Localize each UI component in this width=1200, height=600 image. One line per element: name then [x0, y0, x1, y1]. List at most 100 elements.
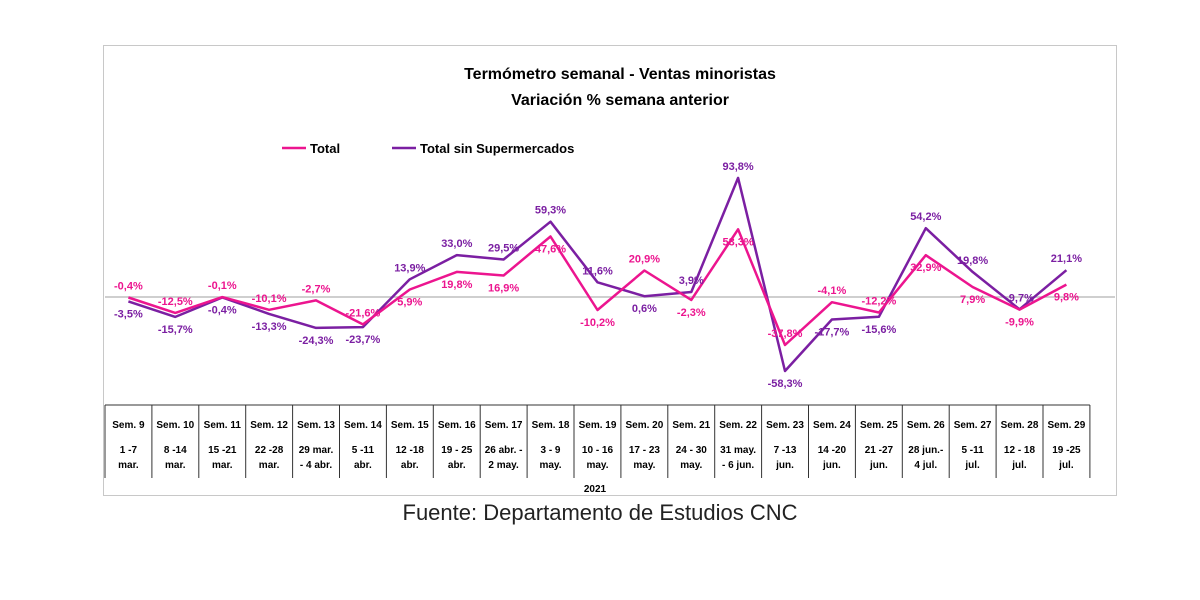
week-tick-label: Sem. 19 — [579, 420, 617, 431]
legend-label-total-sin-supermercados: Total sin Supermercados — [420, 141, 574, 156]
date-range-label: 14 -20 — [818, 445, 847, 456]
date-range-label: jul. — [1011, 460, 1027, 471]
date-range-label: may. — [539, 460, 561, 471]
data-label-total-sin-supermercados: -23,7% — [345, 334, 380, 346]
date-range-label: mar. — [259, 460, 280, 471]
date-range-label: jun. — [822, 460, 841, 471]
data-label-total-sin-supermercados: 11,6% — [582, 265, 613, 277]
week-tick-label: Sem. 28 — [1001, 420, 1039, 431]
data-label-total: -9,9% — [1005, 317, 1034, 329]
series-line-total-sin-supermercados — [128, 176, 1068, 373]
date-range-label: 31 may. — [720, 445, 756, 456]
data-label-total: -0,4% — [114, 281, 143, 293]
date-range-label: 19 - 25 — [441, 445, 473, 456]
date-range-label: 21 -27 — [865, 445, 894, 456]
category-table: Sem. 9 1 -7 mar. Sem. 10 8 -14 mar. Sem. 11 15 … — [104, 404, 1091, 478]
data-label-total-sin-supermercados: -0,4% — [208, 305, 237, 317]
data-label-total-sin-supermercados: 21,1% — [1051, 253, 1082, 265]
data-label-total-sin-supermercados: -3,5% — [114, 308, 143, 320]
data-label-total-sin-supermercados: 54,2% — [910, 211, 941, 223]
date-range-label: 7 -13 — [774, 445, 797, 456]
data-label-total: -4,1% — [818, 285, 847, 297]
date-range-label: jul. — [1058, 460, 1074, 471]
data-label-total: -10,1% — [252, 293, 287, 305]
data-label-total: 5,9% — [397, 297, 422, 309]
data-label-total: -12,5% — [158, 296, 193, 308]
data-label-total: -0,1% — [208, 280, 237, 292]
date-range-label: mar. — [165, 460, 186, 471]
week-tick-label: Sem. 12 — [250, 420, 288, 431]
date-range-label: 24 - 30 — [676, 445, 708, 456]
series-line-total — [128, 228, 1067, 347]
date-range-label: 26 abr. - — [485, 445, 523, 456]
data-label-total-sin-supermercados: -58,3% — [768, 378, 803, 390]
legend-label-total: Total — [310, 141, 340, 156]
week-tick-label: Sem. 22 — [719, 420, 757, 431]
data-label-total-sin-supermercados: 93,8% — [722, 161, 753, 173]
data-label-total-sin-supermercados: -9,7% — [1005, 292, 1034, 304]
data-labels: -0,4% -12,5% -0,1% -10,1% -2,7% -21,6% 5,9% 19,… — [114, 161, 1082, 390]
source-caption: Fuente: Departamento de Estudios CNC — [402, 500, 798, 525]
date-range-label: jun. — [775, 460, 794, 471]
data-label-total: 20,9% — [629, 254, 660, 266]
date-range-label: - 6 jun. — [722, 460, 754, 471]
date-range-label: 5 -11 — [352, 445, 375, 456]
week-tick-label: Sem. 24 — [813, 420, 851, 431]
date-range-label: 29 mar. — [299, 445, 334, 456]
data-label-total-sin-supermercados: 29,5% — [488, 243, 519, 255]
week-tick-label: Sem. 20 — [625, 420, 663, 431]
week-tick-label: Sem. 10 — [156, 420, 194, 431]
date-range-label: may. — [680, 460, 702, 471]
date-range-label: jul. — [964, 460, 980, 471]
date-range-label: 2 may. — [488, 460, 519, 471]
date-range-label: jun. — [869, 460, 888, 471]
week-tick-label: Sem. 17 — [485, 420, 523, 431]
chart-legend: Total Total sin Supermercados — [282, 141, 574, 156]
date-range-label: 5 -11 — [961, 445, 984, 456]
data-label-total: -21,6% — [345, 307, 380, 319]
data-label-total: 9,8% — [1054, 292, 1079, 304]
week-tick-label: Sem. 25 — [860, 420, 898, 431]
week-tick-label: Sem. 26 — [907, 420, 945, 431]
data-label-total: 32,9% — [910, 262, 941, 274]
date-range-label: 22 -28 — [255, 445, 284, 456]
week-tick-label: Sem. 23 — [766, 420, 804, 431]
data-label-total-sin-supermercados: -13,3% — [252, 321, 287, 333]
data-label-total: -2,3% — [677, 307, 706, 319]
data-label-total: 53,3% — [722, 236, 753, 248]
week-tick-label: Sem. 14 — [344, 420, 382, 431]
data-label-total-sin-supermercados: 13,9% — [394, 262, 425, 274]
data-label-total-sin-supermercados: -24,3% — [299, 335, 334, 347]
data-label-total: 47,6% — [535, 244, 566, 256]
data-label-total-sin-supermercados: 19,8% — [957, 255, 988, 267]
date-range-label: 19 -25 — [1052, 445, 1081, 456]
week-tick-label: Sem. 11 — [204, 420, 242, 431]
date-range-label: may. — [586, 460, 608, 471]
data-label-total-sin-supermercados: 33,0% — [441, 238, 472, 250]
date-range-label: abr. — [401, 460, 419, 471]
date-range-label: - 4 abr. — [300, 460, 332, 471]
date-range-label: 17 - 23 — [629, 445, 661, 456]
date-range-label: 15 -21 — [208, 445, 237, 456]
week-tick-label: Sem. 27 — [954, 420, 992, 431]
series-lines — [128, 176, 1068, 373]
data-label-total: -12,2% — [861, 296, 896, 308]
week-tick-label: Sem. 9 — [112, 420, 145, 431]
data-label-total-sin-supermercados: 59,3% — [535, 205, 566, 217]
date-range-label: mar. — [118, 460, 139, 471]
data-label-total: -2,7% — [302, 283, 331, 295]
data-label-total-sin-supermercados: 3,9% — [679, 275, 704, 287]
data-label-total: 7,9% — [960, 294, 985, 306]
date-range-label: abr. — [448, 460, 466, 471]
week-tick-label: Sem. 18 — [532, 420, 570, 431]
data-label-total: 16,9% — [488, 283, 519, 295]
date-range-label: 12 - 18 — [1004, 445, 1036, 456]
data-label-total-sin-supermercados: -17,7% — [814, 327, 849, 339]
week-tick-label: Sem. 16 — [438, 420, 476, 431]
date-range-label: 3 - 9 — [540, 445, 560, 456]
data-label-total-sin-supermercados: -15,7% — [158, 324, 193, 336]
date-range-label: mar. — [212, 460, 233, 471]
data-label-total: -10,2% — [580, 317, 615, 329]
date-range-label: abr. — [354, 460, 372, 471]
